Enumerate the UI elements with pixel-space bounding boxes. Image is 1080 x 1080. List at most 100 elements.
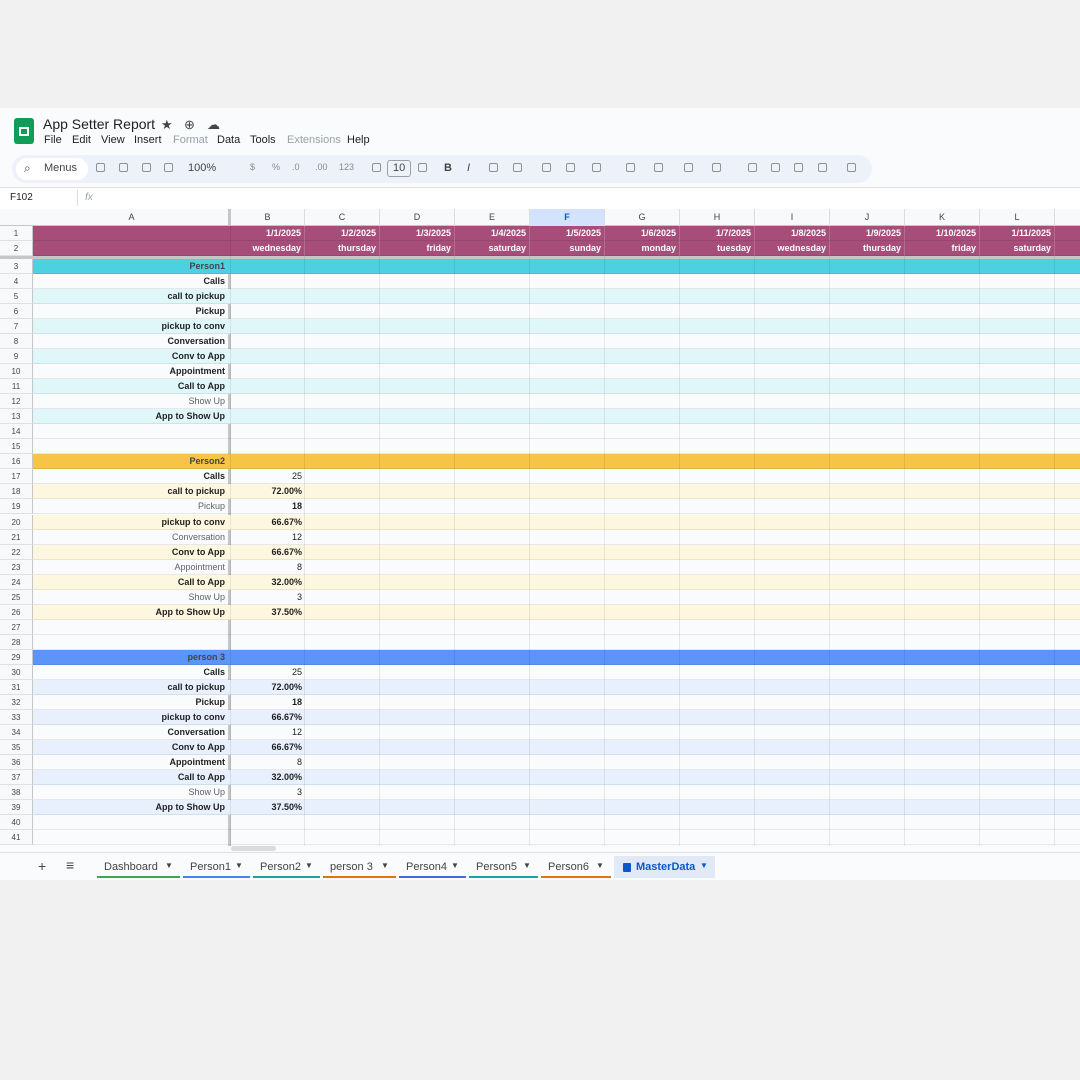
toolbar-icon[interactable] bbox=[592, 163, 601, 172]
toolbar-icon[interactable] bbox=[771, 163, 780, 172]
weekday-cell[interactable]: friday bbox=[380, 241, 455, 256]
tab-arrow[interactable]: ▼ bbox=[381, 861, 389, 870]
toolbar-item[interactable]: .0 bbox=[292, 162, 300, 172]
row-header[interactable]: 38 bbox=[0, 785, 33, 801]
row-header[interactable]: 29 bbox=[0, 649, 33, 665]
toolbar-item[interactable]: B bbox=[444, 162, 452, 174]
date-cell[interactable]: 1/10/2025 bbox=[905, 226, 980, 241]
row-label[interactable]: Calls bbox=[203, 471, 225, 482]
row-header[interactable]: 39 bbox=[0, 800, 33, 816]
add-sheet[interactable]: + bbox=[38, 858, 47, 874]
toolbar-item[interactable]: % bbox=[272, 162, 281, 172]
date-cell[interactable]: 1/8/2025 bbox=[755, 226, 830, 241]
row-value[interactable]: 66.67% bbox=[271, 516, 302, 527]
row-value[interactable]: 66.67% bbox=[271, 711, 302, 722]
toolbar-item[interactable]: $ bbox=[250, 162, 256, 172]
sheet-tab-label[interactable]: Person5 bbox=[476, 861, 517, 873]
row-label[interactable]: Conv to App bbox=[171, 351, 225, 362]
date-cell[interactable]: 1/6/2025 bbox=[605, 226, 680, 241]
title-icon[interactable]: ★ bbox=[161, 117, 173, 132]
row-label[interactable]: Appointment bbox=[174, 561, 225, 572]
row-header[interactable]: 33 bbox=[0, 709, 33, 725]
row-label[interactable]: Pickup bbox=[197, 501, 225, 512]
sheet-tab[interactable] bbox=[614, 856, 715, 878]
row-label[interactable]: call to pickup bbox=[167, 486, 225, 497]
toolbar-icon[interactable] bbox=[164, 163, 173, 172]
row-value[interactable]: 72.00% bbox=[271, 486, 302, 497]
row-header[interactable]: 13 bbox=[0, 409, 33, 425]
sheet-tab-label[interactable]: person 3 bbox=[330, 861, 373, 873]
row-label[interactable]: App to Show Up bbox=[155, 411, 226, 422]
row-label[interactable]: Pickup bbox=[195, 306, 225, 317]
row-value[interactable]: 66.67% bbox=[271, 741, 302, 752]
toolbar-icon[interactable] bbox=[119, 163, 128, 172]
row-value[interactable]: 8 bbox=[296, 561, 302, 572]
row-label[interactable]: Appointment bbox=[169, 366, 226, 377]
row-header[interactable]: 9 bbox=[0, 349, 33, 365]
row-header[interactable]: 16 bbox=[0, 454, 33, 470]
weekday-cell[interactable]: monday bbox=[605, 241, 680, 256]
column-header[interactable]: A bbox=[33, 209, 231, 226]
all-sheets[interactable]: ≡ bbox=[66, 857, 75, 873]
tab-arrow[interactable]: ▼ bbox=[451, 861, 459, 870]
toolbar-icon[interactable] bbox=[712, 163, 721, 172]
row-header[interactable]: 27 bbox=[0, 619, 33, 635]
toolbar-item[interactable]: 123 bbox=[339, 162, 355, 172]
weekday-cell[interactable]: thursday bbox=[305, 241, 380, 256]
toolbar-icon[interactable] bbox=[96, 163, 105, 172]
sheet-tab-label[interactable]: MasterData bbox=[636, 861, 696, 873]
doc-title[interactable]: App Setter Report bbox=[43, 116, 156, 132]
menu-item[interactable]: Edit bbox=[72, 134, 91, 146]
toolbar-icon[interactable] bbox=[513, 163, 522, 172]
row-header[interactable]: 35 bbox=[0, 739, 33, 755]
tab-arrow[interactable]: ▼ bbox=[596, 861, 604, 870]
row-value[interactable]: 32.00% bbox=[271, 576, 302, 587]
column-header[interactable]: C bbox=[305, 209, 380, 226]
row-header[interactable]: 3 bbox=[0, 259, 33, 274]
menu-item[interactable]: View bbox=[101, 134, 125, 146]
tab-arrow[interactable]: ▼ bbox=[165, 861, 173, 870]
row-label[interactable]: Conv to App bbox=[171, 741, 225, 752]
row-label[interactable]: pickup to conv bbox=[161, 516, 225, 527]
row-header[interactable]: 7 bbox=[0, 319, 33, 335]
date-cell[interactable]: 1/3/2025 bbox=[380, 226, 455, 241]
sheet-tab[interactable] bbox=[183, 856, 250, 878]
weekday-cell[interactable]: friday bbox=[905, 241, 980, 256]
row-header[interactable]: 26 bbox=[0, 604, 33, 620]
row-header[interactable]: 12 bbox=[0, 394, 33, 410]
row-header[interactable]: 36 bbox=[0, 754, 33, 770]
sheet-tab-label[interactable]: Dashboard bbox=[104, 861, 158, 873]
row-value[interactable]: 37.50% bbox=[271, 802, 302, 813]
row-header[interactable]: 37 bbox=[0, 770, 33, 786]
name-box[interactable]: F102 bbox=[10, 192, 33, 203]
row-header[interactable]: 24 bbox=[0, 574, 33, 590]
menu-item[interactable]: Help bbox=[347, 134, 370, 146]
sheet-tab-label[interactable]: Person1 bbox=[190, 861, 231, 873]
toolbar-item[interactable]: I bbox=[467, 162, 471, 174]
title-icon[interactable]: ⊕ bbox=[184, 117, 195, 132]
weekday-cell[interactable]: thursday bbox=[830, 241, 905, 256]
tab-arrow[interactable]: ▼ bbox=[305, 861, 313, 870]
tab-arrow[interactable]: ▼ bbox=[523, 861, 531, 870]
row-label[interactable]: Appointment bbox=[169, 756, 226, 767]
row-label[interactable]: pickup to conv bbox=[161, 711, 225, 722]
row-header[interactable]: 41 bbox=[0, 830, 33, 846]
row-label[interactable]: Conversation bbox=[167, 336, 225, 347]
column-header[interactable]: J bbox=[830, 209, 905, 226]
row-header[interactable]: 28 bbox=[0, 634, 33, 650]
toolbar-item[interactable]: 100% bbox=[188, 162, 217, 174]
sheets-logo[interactable] bbox=[14, 118, 34, 144]
row-label[interactable]: call to pickup bbox=[167, 681, 225, 692]
section-title[interactable]: Person1 bbox=[189, 261, 225, 271]
row-header[interactable]: 25 bbox=[0, 589, 33, 605]
row-value[interactable]: 3 bbox=[296, 591, 302, 602]
toolbar-icon[interactable] bbox=[748, 163, 757, 172]
row-header[interactable]: 8 bbox=[0, 334, 33, 350]
row-header[interactable]: 17 bbox=[0, 469, 33, 485]
menu-item[interactable]: File bbox=[44, 134, 62, 146]
row-header[interactable]: 22 bbox=[0, 544, 33, 560]
row-header[interactable]: 18 bbox=[0, 484, 33, 500]
column-header[interactable]: L bbox=[980, 209, 1055, 226]
row-header[interactable]: 23 bbox=[0, 559, 33, 575]
row-label[interactable]: Conversation bbox=[167, 726, 225, 737]
